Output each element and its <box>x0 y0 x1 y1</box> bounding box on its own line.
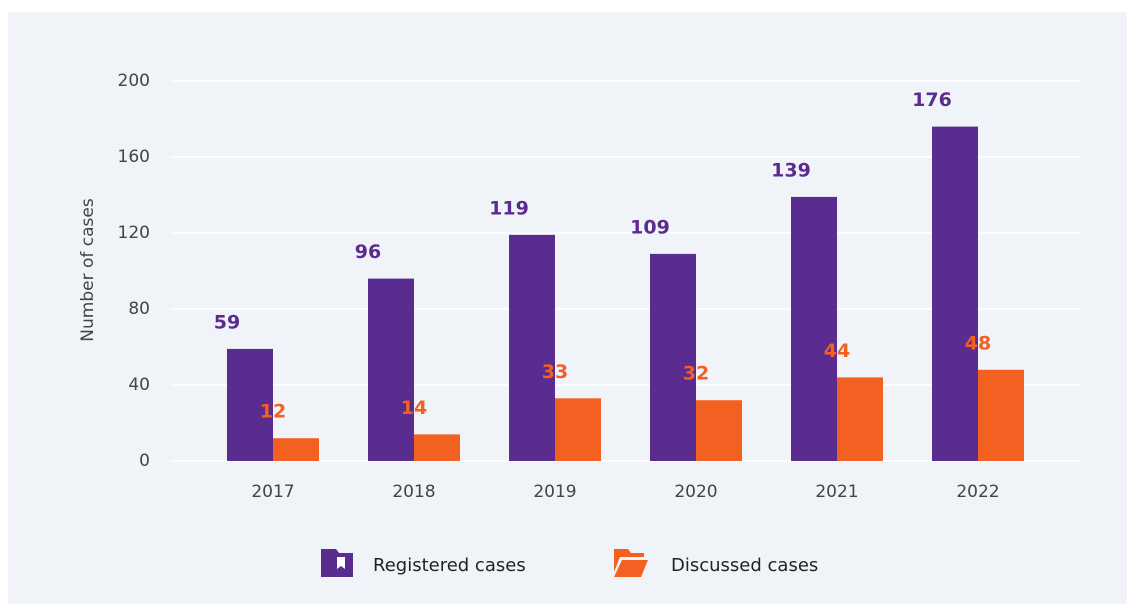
value-label: 139 <box>771 159 811 181</box>
bar <box>368 278 414 461</box>
bar <box>696 400 742 461</box>
y-tick-label: 40 <box>128 375 150 395</box>
value-label: 176 <box>912 89 952 111</box>
x-tick-label: 2017 <box>251 482 294 502</box>
legend-icon <box>614 560 648 577</box>
bar <box>791 196 837 461</box>
value-label: 48 <box>965 332 991 354</box>
y-tick-label: 120 <box>118 223 150 243</box>
x-tick-label: 2019 <box>533 482 576 502</box>
legend-label: Discussed cases <box>671 555 818 576</box>
value-label: 59 <box>214 311 240 333</box>
y-tick-label: 200 <box>118 71 150 91</box>
bar <box>273 438 319 461</box>
bar <box>978 369 1024 461</box>
bar <box>509 234 555 461</box>
bar <box>932 126 978 461</box>
y-tick-label: 0 <box>139 451 150 471</box>
bar <box>227 348 273 461</box>
bar <box>555 398 601 461</box>
legend-icon-detail <box>337 557 345 569</box>
bar <box>837 377 883 461</box>
value-label: 109 <box>630 216 670 238</box>
x-tick-label: 2020 <box>674 482 717 502</box>
value-label: 32 <box>683 363 709 385</box>
value-label: 44 <box>824 340 850 362</box>
legend-icon <box>614 549 644 572</box>
y-axis-label: Number of cases <box>78 198 98 342</box>
bar <box>650 253 696 461</box>
value-label: 96 <box>355 241 381 263</box>
value-label: 33 <box>542 361 568 383</box>
legend-label: Registered cases <box>373 555 526 576</box>
x-tick-label: 2022 <box>956 482 999 502</box>
value-label: 12 <box>260 401 286 423</box>
legend: Registered cases Discussed cases <box>321 549 818 577</box>
x-tick-label: 2018 <box>392 482 435 502</box>
value-label: 14 <box>401 397 427 419</box>
y-tick-label: 160 <box>118 147 150 167</box>
y-tick-label: 80 <box>128 299 150 319</box>
value-label: 119 <box>489 197 529 219</box>
bar <box>414 434 460 461</box>
x-tick-label: 2021 <box>815 482 858 502</box>
